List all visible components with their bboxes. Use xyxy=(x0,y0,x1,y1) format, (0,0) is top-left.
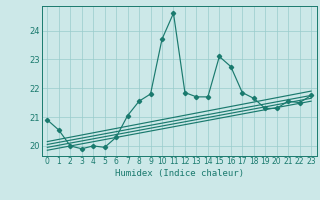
X-axis label: Humidex (Indice chaleur): Humidex (Indice chaleur) xyxy=(115,169,244,178)
